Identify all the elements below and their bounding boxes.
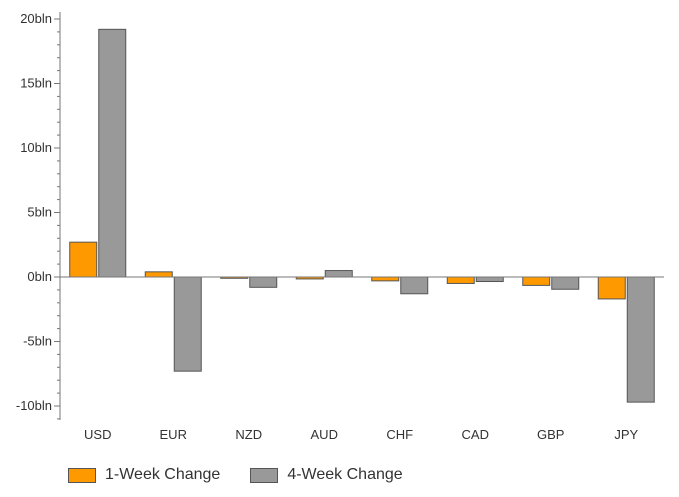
bar-jpy-4-week	[626, 276, 655, 403]
legend: 1-Week Change 4-Week Change	[68, 463, 433, 487]
y-tick-label: -5bln	[23, 334, 52, 349]
bar-chf-1-week	[371, 276, 400, 282]
y-axis: 20bln 15bln 10bln 5bln 0bln -5bln -10bln	[16, 11, 61, 420]
x-tick-label: JPY	[614, 427, 638, 442]
bar-cad-4-week	[475, 276, 504, 283]
y-tick-label: 20bln	[20, 11, 52, 26]
x-tick-label: AUD	[311, 427, 338, 442]
legend-label-1-week: 1-Week Change	[105, 466, 221, 483]
bars	[69, 28, 655, 403]
y-tick-label: -10bln	[16, 398, 52, 413]
x-tick-label: CHF	[386, 427, 413, 442]
bar-jpy-1-week	[597, 276, 626, 300]
y-tick-label: 0bln	[27, 269, 52, 284]
y-tick-label: 10bln	[20, 140, 52, 155]
bar-eur-1-week	[144, 271, 173, 278]
bar-nzd-4-week	[249, 276, 278, 288]
y-tick-label: 15bln	[20, 76, 52, 91]
x-tick-label: CAD	[462, 427, 489, 442]
bar-usd-4-week	[98, 28, 127, 278]
legend-swatch-1-week	[68, 467, 96, 483]
bar-gbp-1-week	[522, 276, 551, 286]
bar-usd-1-week	[69, 241, 98, 278]
x-tick-label: EUR	[160, 427, 187, 442]
x-axis: USD EUR NZD AUD CHF CAD GBP JPY	[60, 276, 664, 442]
bar-gbp-4-week	[551, 276, 580, 290]
x-tick-label: GBP	[537, 427, 564, 442]
bar-eur-4-week	[173, 276, 202, 372]
legend-swatch-4-week	[250, 467, 279, 483]
bar-cad-1-week	[446, 276, 475, 284]
legend-item-4-week: 4-Week Change	[250, 466, 403, 484]
legend-item-1-week: 1-Week Change	[68, 466, 220, 484]
bar-chf-4-week	[400, 276, 429, 295]
y-tick-label: 5bln	[27, 205, 52, 220]
bar-aud-4-week	[324, 270, 353, 278]
x-tick-label: NZD	[235, 427, 262, 442]
legend-label-4-week: 4-Week Change	[287, 466, 403, 483]
x-tick-label: USD	[84, 427, 111, 442]
